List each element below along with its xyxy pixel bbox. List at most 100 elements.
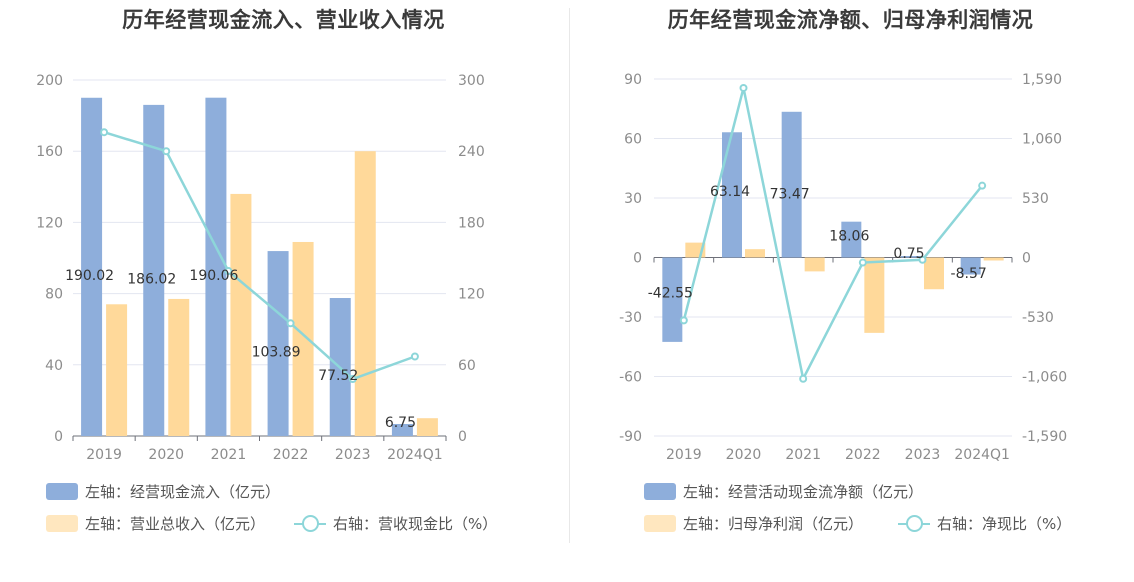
x-tick-label: 2024Q1: [387, 447, 443, 463]
bar-secondary: [924, 257, 944, 290]
y-left-tick-label: 60: [624, 132, 642, 148]
ratio-line: [103, 131, 416, 381]
bar-secondary: [804, 257, 825, 272]
y-left-tick-label: -60: [619, 370, 642, 386]
y-right-tick-label: -1,590: [1022, 429, 1067, 445]
line-point: [739, 83, 748, 92]
line-point: [679, 316, 688, 325]
bar-secondary: [354, 151, 376, 436]
y-left-tick-label: 120: [36, 215, 63, 231]
y-left-tick-label: 0: [54, 429, 63, 445]
y-left-tick-label: 30: [624, 191, 642, 207]
legend-item-net-profit[interactable]: 左轴：归母净利润（亿元）: [644, 513, 863, 534]
legend-item-inflow[interactable]: 左轴：经营现金流入（亿元）: [46, 481, 280, 502]
bar-primary: [781, 111, 802, 258]
y-left-tick-label: 90: [624, 72, 642, 88]
y-right-tick-label: 180: [458, 215, 485, 231]
y-left-tick-label: 160: [36, 144, 63, 160]
bar-primary: [662, 257, 683, 342]
bar-secondary: [983, 257, 1004, 261]
y-left-tick-label: -90: [619, 429, 642, 445]
legend-swatch-bar-orange: [644, 515, 676, 532]
legend-item-ratio[interactable]: 右轴：营收现金比（%）: [294, 513, 497, 534]
bar-primary: [391, 423, 413, 436]
legend-label: 左轴：归母净利润（亿元）: [683, 515, 864, 533]
legend-label: 右轴：营收现金比（%）: [333, 515, 498, 533]
y-right-tick-label: 1,060: [1022, 132, 1062, 148]
y-right-tick-label: 1,590: [1022, 72, 1062, 88]
line-point: [348, 375, 357, 384]
bar-primary: [205, 97, 227, 436]
x-tick-label: 2023: [905, 447, 941, 463]
panel-divider: [569, 8, 570, 543]
legend-swatch-bar-blue: [644, 483, 676, 500]
legend-item-revenue[interactable]: 左轴：营业总收入（亿元）: [46, 513, 265, 534]
line-point: [224, 267, 233, 276]
y-left-tick-label: 0: [633, 251, 642, 267]
data-label: 63.14: [710, 184, 750, 200]
y-left-tick-label: 200: [36, 73, 63, 89]
legend-swatch-bar-blue: [46, 483, 78, 500]
x-tick-label: 2023: [335, 447, 371, 463]
bar-secondary: [168, 298, 190, 436]
chart-panel-left: 历年经营现金流入、营业收入情况 0 40 80 120 160 200 0 60 120 180 2…: [36, 8, 497, 534]
bar-primary: [722, 132, 742, 258]
chart-panel-right: 历年经营现金流净额、归母净利润情况 -90 -60 -30 0 30 60 90 -1,590…: [567, 0, 1134, 582]
legend-item-net-cashflow[interactable]: 左轴：经营活动现金流净额（亿元）: [644, 481, 923, 502]
data-label: 103.89: [252, 345, 301, 361]
y-right-tick-label: 120: [458, 287, 485, 303]
data-label: 190.06: [189, 268, 238, 284]
y-right-tick-label: 60: [458, 358, 476, 374]
bar-primary: [81, 97, 103, 436]
data-label: 18.06: [829, 229, 869, 245]
legend-swatch-line-icon: [294, 515, 326, 532]
legend-swatch-line-icon: [898, 515, 930, 532]
y-left-tick-label: -30: [619, 310, 642, 326]
line-point: [286, 319, 295, 328]
data-label: 6.75: [385, 415, 416, 431]
bar-primary: [267, 251, 289, 436]
line-point: [100, 128, 109, 137]
x-tick-label: 2021: [785, 447, 821, 463]
bar-primary: [960, 257, 981, 275]
y-right-tick-label: 530: [1022, 191, 1049, 207]
bar-secondary: [292, 241, 314, 436]
line-point: [978, 181, 987, 190]
y-right-tick-label: 300: [458, 73, 485, 89]
x-tick-label: 2022: [845, 447, 881, 463]
y-left-tick-label: 40: [45, 358, 63, 374]
legend-label: 右轴：净现比（%）: [937, 515, 1072, 533]
chart-title: 历年经营现金流净额、归母净利润情况: [667, 8, 1034, 32]
legend-label: 左轴：营业总收入（亿元）: [85, 515, 266, 533]
y-right-tick-label: 0: [458, 429, 467, 445]
legend-label: 左轴：经营现金流入（亿元）: [85, 483, 281, 501]
legend-swatch-bar-orange: [46, 515, 78, 532]
chart-title: 历年经营现金流入、营业收入情况: [122, 8, 445, 32]
x-tick-label: 2020: [148, 447, 184, 463]
chart-plot-area: 0 40 80 120 160 200 0 60 120 180 240 300 2019 2020 202…: [36, 73, 485, 463]
x-tick-label: 2019: [86, 447, 122, 463]
x-tick-label: 2022: [273, 447, 309, 463]
x-tick-label: 2024Q1: [954, 447, 1010, 463]
bar-primary: [901, 256, 921, 258]
bar-secondary: [106, 304, 128, 436]
chart-plot-area: -90 -60 -30 0 30 60 90 -1,590 -1,060 -530 0 530 1,06…: [619, 72, 1067, 463]
ratio-line: [682, 87, 984, 383]
data-label: 0.75: [893, 246, 924, 262]
x-tick-label: 2021: [211, 447, 247, 463]
legend-item-net-ratio[interactable]: 右轴：净现比（%）: [898, 513, 1071, 534]
bar-secondary: [230, 193, 252, 436]
line-point: [162, 147, 171, 156]
line-point: [858, 258, 867, 267]
data-label: 186.02: [127, 271, 176, 287]
line-point: [799, 374, 808, 383]
y-right-tick-label: 240: [458, 144, 485, 160]
bar-secondary: [864, 257, 885, 333]
bar-secondary: [745, 249, 765, 258]
bar-primary: [143, 104, 165, 436]
bar-secondary: [416, 418, 438, 436]
data-label: -8.57: [951, 266, 987, 282]
y-left-tick-label: 80: [45, 287, 63, 303]
x-tick-label: 2020: [726, 447, 762, 463]
bar-primary: [841, 221, 862, 258]
